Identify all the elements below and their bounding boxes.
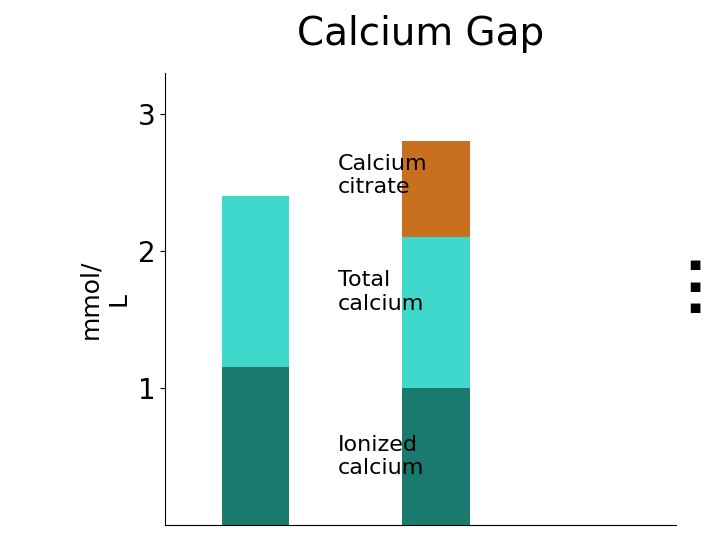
Text: Ionized
calcium: Ionized calcium bbox=[338, 435, 425, 478]
Text: ▪: ▪ bbox=[688, 255, 701, 274]
Bar bbox=[402, 388, 469, 525]
Bar bbox=[402, 141, 469, 237]
Bar bbox=[222, 196, 289, 367]
Bar bbox=[222, 367, 289, 525]
Text: Calcium
citrate: Calcium citrate bbox=[338, 154, 428, 197]
Bar bbox=[402, 237, 469, 388]
Title: Calcium Gap: Calcium Gap bbox=[297, 15, 544, 53]
Text: Total
calcium: Total calcium bbox=[338, 271, 425, 314]
Text: ▪: ▪ bbox=[688, 276, 701, 296]
Text: ▪: ▪ bbox=[688, 298, 701, 318]
Text: mmol/
L: mmol/ L bbox=[78, 259, 130, 339]
